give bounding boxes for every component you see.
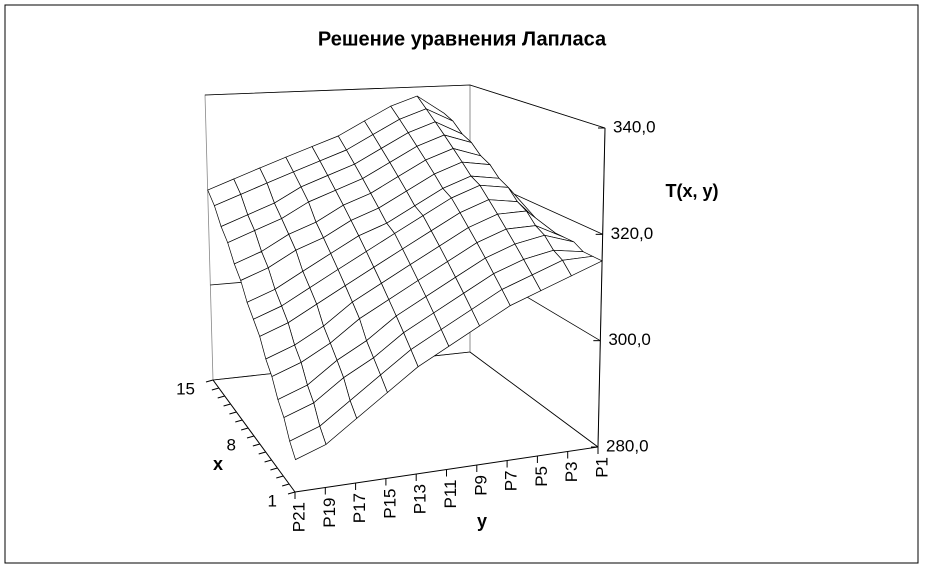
x-tick: [205, 379, 214, 383]
x-tick: [287, 491, 296, 495]
y-tick-label: P19: [320, 498, 339, 528]
y-tick-label: P17: [350, 493, 369, 523]
x-tick-label: 15: [176, 379, 195, 398]
x-tick-label: 1: [268, 491, 277, 510]
y-tick-label: P13: [411, 484, 430, 514]
x-tick: [229, 411, 237, 415]
x-tick: [217, 395, 225, 399]
grid-line: [204, 84, 606, 129]
x-tick: [264, 459, 272, 463]
y-axis-label: y: [477, 511, 487, 531]
chart-title: Решение уравнения Лапласа: [318, 28, 607, 50]
z-axis-label: T(x, y): [665, 181, 718, 201]
x-tick: [246, 435, 255, 439]
y-tick-label: P7: [502, 471, 521, 492]
x-tick: [223, 403, 231, 407]
x-tick: [282, 483, 290, 487]
x-tick: [270, 467, 278, 471]
x-tick: [235, 419, 243, 423]
z-tick-label: 280,0: [606, 436, 649, 455]
x-tick: [258, 451, 266, 455]
z-tick-label: 320,0: [611, 224, 654, 243]
z-tick-label: 340,0: [613, 117, 656, 136]
y-tick-label: P5: [532, 466, 551, 487]
y-tick-label: P9: [471, 475, 490, 496]
x-tick: [241, 427, 249, 431]
z-tick-label: 300,0: [608, 330, 651, 349]
y-tick-label: P3: [562, 462, 581, 483]
x-axis-label: x: [213, 454, 223, 474]
y-tick-label: P11: [441, 480, 460, 509]
x-tick: [211, 387, 219, 391]
x-tick: [276, 475, 284, 479]
y-tick-label: P1: [592, 457, 611, 478]
y-tick-label: P21: [289, 502, 308, 532]
x-tick-label: 8: [227, 435, 236, 454]
surface-cell: [289, 425, 327, 461]
y-tick-label: P15: [380, 489, 399, 519]
x-tick: [252, 443, 260, 447]
